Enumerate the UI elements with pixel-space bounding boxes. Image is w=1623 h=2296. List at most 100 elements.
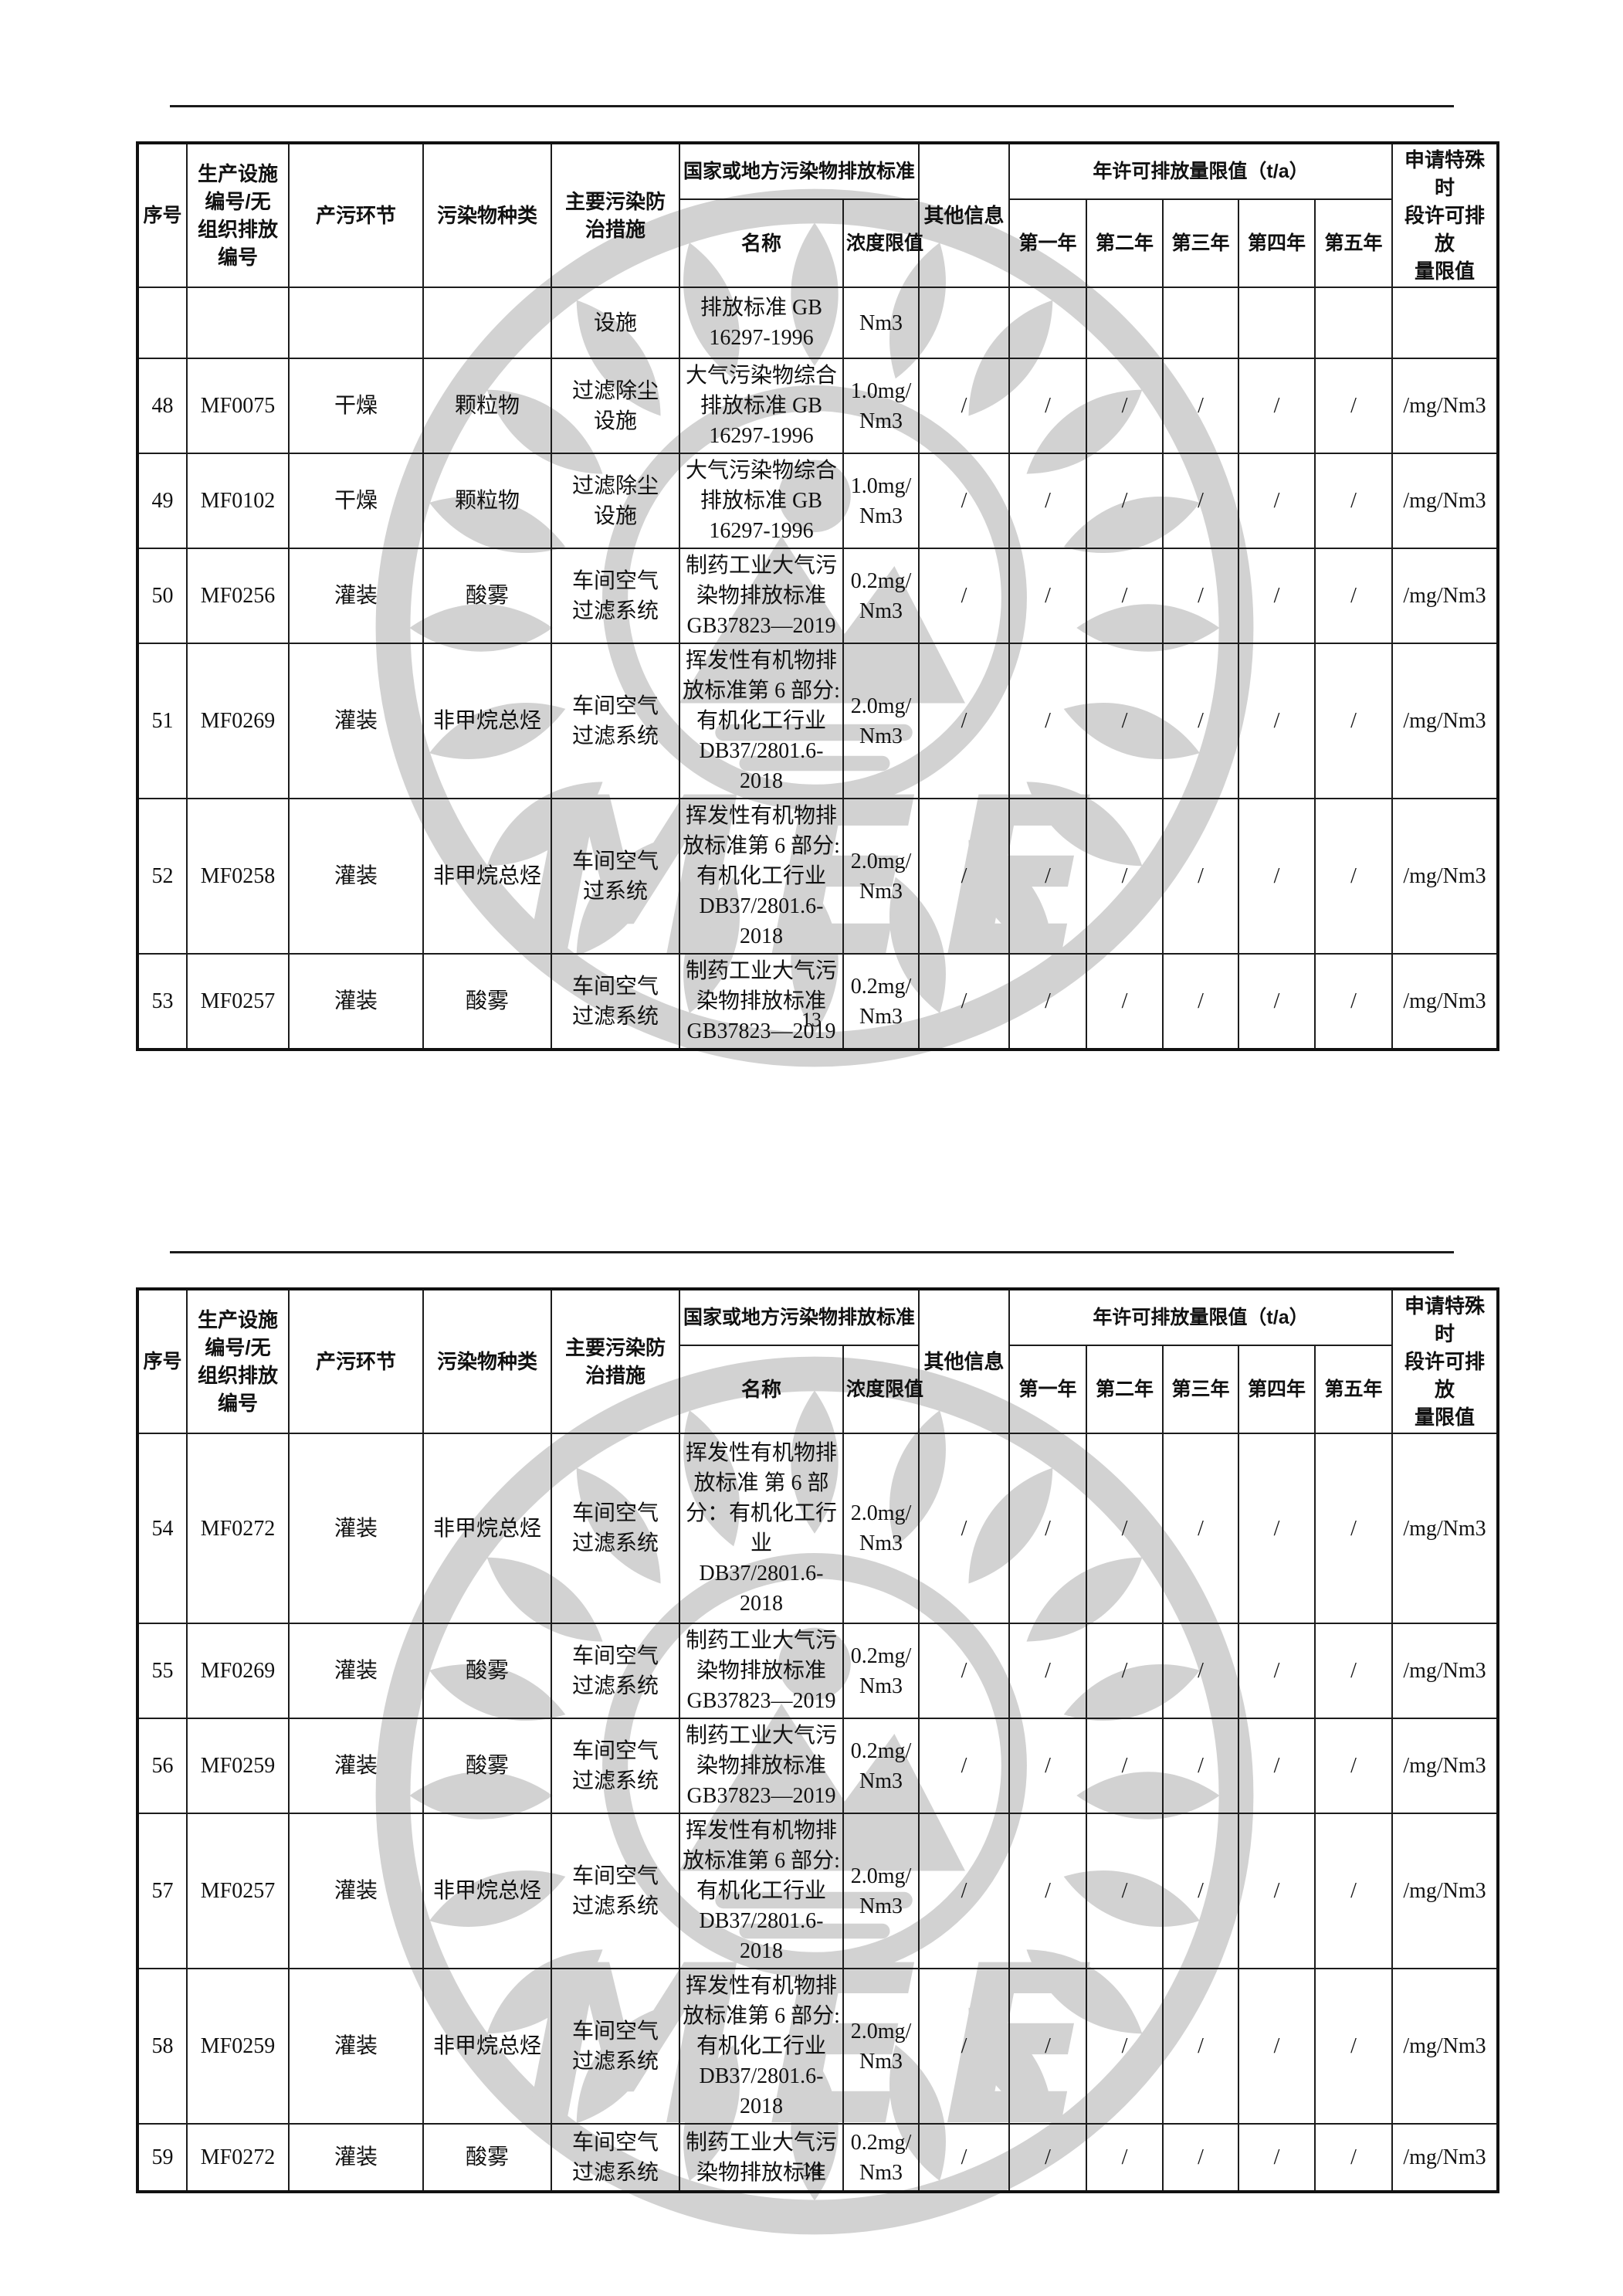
cell-y4: / bbox=[1238, 643, 1316, 799]
cell-y2: / bbox=[1086, 643, 1164, 799]
cell-limit: 2.0mg/ Nm3 bbox=[842, 643, 920, 799]
header-standard-group: 国家或地方污染物排放标准 bbox=[678, 1287, 920, 1347]
cell-other: / bbox=[918, 548, 1011, 644]
cell-y2: / bbox=[1086, 2123, 1164, 2193]
cell-special: /mg/Nm3 bbox=[1391, 1813, 1499, 1969]
header-seq: 序号 bbox=[137, 142, 188, 288]
cell-no: MF0256 bbox=[186, 548, 290, 644]
cell-measure: 车间空气 过滤系统 bbox=[551, 1718, 680, 1814]
cell-other: / bbox=[918, 358, 1011, 454]
cell-special: /mg/Nm3 bbox=[1391, 2123, 1499, 2193]
cell-y3: / bbox=[1162, 1813, 1240, 1969]
cell-name: 挥发性有机物排 放标准第 6 部分: 有机化工行业 DB37/2801.6- 2… bbox=[679, 798, 844, 955]
header-special: 申请特殊时 段许可排放 量限值 bbox=[1391, 1288, 1499, 1434]
cell-y5 bbox=[1314, 287, 1394, 359]
header-year-3: 第三年 bbox=[1162, 198, 1240, 288]
table-row: 54 MF0272 灌装 非甲烷总烃 车间空气 过滤系统 挥发性有机物排 放标准 第 6 … bbox=[137, 1433, 1499, 1624]
cell-name: 大气污染物综合 排放标准 GB 16297-1996 bbox=[679, 453, 844, 549]
header-pollutant-type: 污染物种类 bbox=[422, 142, 552, 288]
cell-y5: / bbox=[1314, 1623, 1394, 1719]
cell-y1: / bbox=[1008, 1718, 1088, 1814]
cell-y4: / bbox=[1238, 798, 1316, 955]
cell-y1: / bbox=[1008, 953, 1088, 1050]
cell-y5: / bbox=[1314, 1813, 1394, 1969]
header-facility-no: 生产设施 编号/无 组织排放 编号 bbox=[186, 1288, 290, 1434]
header-facility-no: 生产设施 编号/无 组织排放 编号 bbox=[186, 142, 290, 288]
cell-process: 灌装 bbox=[288, 1813, 424, 1969]
cell-special: /mg/Nm3 bbox=[1391, 643, 1499, 799]
cell-y3: / bbox=[1162, 1968, 1240, 2125]
table-row: 52 MF0258 灌装 非甲烷总烃 车间空气 过系统 挥发性有机物排 放标准第 6 部分… bbox=[137, 798, 1499, 955]
cell-y5: / bbox=[1314, 453, 1394, 549]
header-standard-name: 名称 bbox=[679, 198, 844, 288]
cell-pollutant: 非甲烷总烃 bbox=[422, 643, 552, 799]
cell-y1: / bbox=[1008, 453, 1088, 549]
page-number: 13 bbox=[801, 1009, 822, 1031]
table-row: 58 MF0259 灌装 非甲烷总烃 车间空气 过滤系统 挥发性有机物排 放标准第 6 部… bbox=[137, 1968, 1499, 2125]
cell-limit: Nm3 bbox=[842, 287, 920, 359]
cell-y4: / bbox=[1238, 1968, 1316, 2125]
cell-y4: / bbox=[1238, 1813, 1316, 1969]
cell-other: / bbox=[918, 453, 1011, 549]
cell-y1: / bbox=[1008, 358, 1088, 454]
cell-special: /mg/Nm3 bbox=[1391, 1718, 1499, 1814]
cell-name: 大气污染物综合 排放标准 GB 16297-1996 bbox=[679, 358, 844, 454]
cell-no bbox=[186, 287, 290, 359]
cell-seq: 51 bbox=[137, 643, 188, 799]
cell-other: / bbox=[918, 643, 1011, 799]
header-annual-limit-group: 年许可排放量限值（t/a） bbox=[1008, 141, 1394, 201]
header-special: 申请特殊时 段许可排放 量限值 bbox=[1391, 142, 1499, 288]
table-body: 设施 排放标准 GB 16297-1996 Nm3 48 MF0075 干燥 颗粒物 过滤除尘… bbox=[137, 287, 1499, 1050]
cell-y5: / bbox=[1314, 1968, 1394, 2125]
cell-other: / bbox=[918, 1968, 1011, 2125]
cell-y3: / bbox=[1162, 2123, 1240, 2193]
cell-other: / bbox=[918, 953, 1011, 1050]
cell-measure: 车间空气 过系统 bbox=[551, 798, 680, 955]
cell-special bbox=[1391, 287, 1499, 359]
cell-y3 bbox=[1162, 287, 1240, 359]
header-year-4: 第四年 bbox=[1238, 198, 1316, 288]
emission-standards-table: 序号 生产设施 编号/无 组织排放 编号 产污环节 污染物种类 主要污染防 治措施 国家或… bbox=[136, 141, 1500, 1051]
cell-seq: 49 bbox=[137, 453, 188, 549]
cell-other: / bbox=[918, 1623, 1011, 1719]
cell-y5: / bbox=[1314, 798, 1394, 955]
table-row: 48 MF0075 干燥 颗粒物 过滤除尘 设施 大气污染物综合 排放标准 GB 1629… bbox=[137, 358, 1499, 454]
cell-y2: / bbox=[1086, 548, 1164, 644]
cell-y2: / bbox=[1086, 1968, 1164, 2125]
cell-name: 挥发性有机物排 放标准第 6 部分: 有机化工行业 DB37/2801.6- 2… bbox=[679, 1968, 844, 2125]
cell-seq: 53 bbox=[137, 953, 188, 1050]
cell-y5: / bbox=[1314, 1718, 1394, 1814]
table-row: 49 MF0102 干燥 颗粒物 过滤除尘 设施 大气污染物综合 排放标准 GB 1629… bbox=[137, 453, 1499, 549]
cell-seq: 57 bbox=[137, 1813, 188, 1969]
cell-measure: 设施 bbox=[551, 287, 680, 359]
cell-process: 灌装 bbox=[288, 953, 424, 1050]
cell-name: 排放标准 GB 16297-1996 bbox=[679, 287, 844, 359]
cell-y4: / bbox=[1238, 358, 1316, 454]
cell-y2: / bbox=[1086, 1433, 1164, 1624]
cell-no: MF0259 bbox=[186, 1968, 290, 2125]
cell-y4: / bbox=[1238, 1623, 1316, 1719]
cell-pollutant bbox=[422, 287, 552, 359]
cell-measure: 过滤除尘 设施 bbox=[551, 453, 680, 549]
cell-y4 bbox=[1238, 287, 1316, 359]
cell-process: 灌装 bbox=[288, 1968, 424, 2125]
cell-seq: 59 bbox=[137, 2123, 188, 2193]
header-year-1: 第一年 bbox=[1008, 1345, 1088, 1434]
cell-pollutant: 酸雾 bbox=[422, 2123, 552, 2193]
header-seq: 序号 bbox=[137, 1288, 188, 1434]
cell-special: /mg/Nm3 bbox=[1391, 1968, 1499, 2125]
table-row: 56 MF0259 灌装 酸雾 车间空气 过滤系统 制药工业大气污 染物排放标准 GB37… bbox=[137, 1718, 1499, 1814]
cell-seq bbox=[137, 287, 188, 359]
header-measure: 主要污染防 治措施 bbox=[551, 142, 680, 288]
cell-y1 bbox=[1008, 287, 1088, 359]
header-year-1: 第一年 bbox=[1008, 198, 1088, 288]
header-standard-group: 国家或地方污染物排放标准 bbox=[678, 141, 920, 201]
cell-special: /mg/Nm3 bbox=[1391, 548, 1499, 644]
cell-other: / bbox=[918, 1718, 1011, 1814]
cell-y2: / bbox=[1086, 453, 1164, 549]
cell-measure: 车间空气 过滤系统 bbox=[551, 643, 680, 799]
table-row: 57 MF0257 灌装 非甲烷总烃 车间空气 过滤系统 挥发性有机物排 放标准第 6 部… bbox=[137, 1813, 1499, 1969]
cell-y2: / bbox=[1086, 1813, 1164, 1969]
cell-no: MF0258 bbox=[186, 798, 290, 955]
cell-seq: 50 bbox=[137, 548, 188, 644]
